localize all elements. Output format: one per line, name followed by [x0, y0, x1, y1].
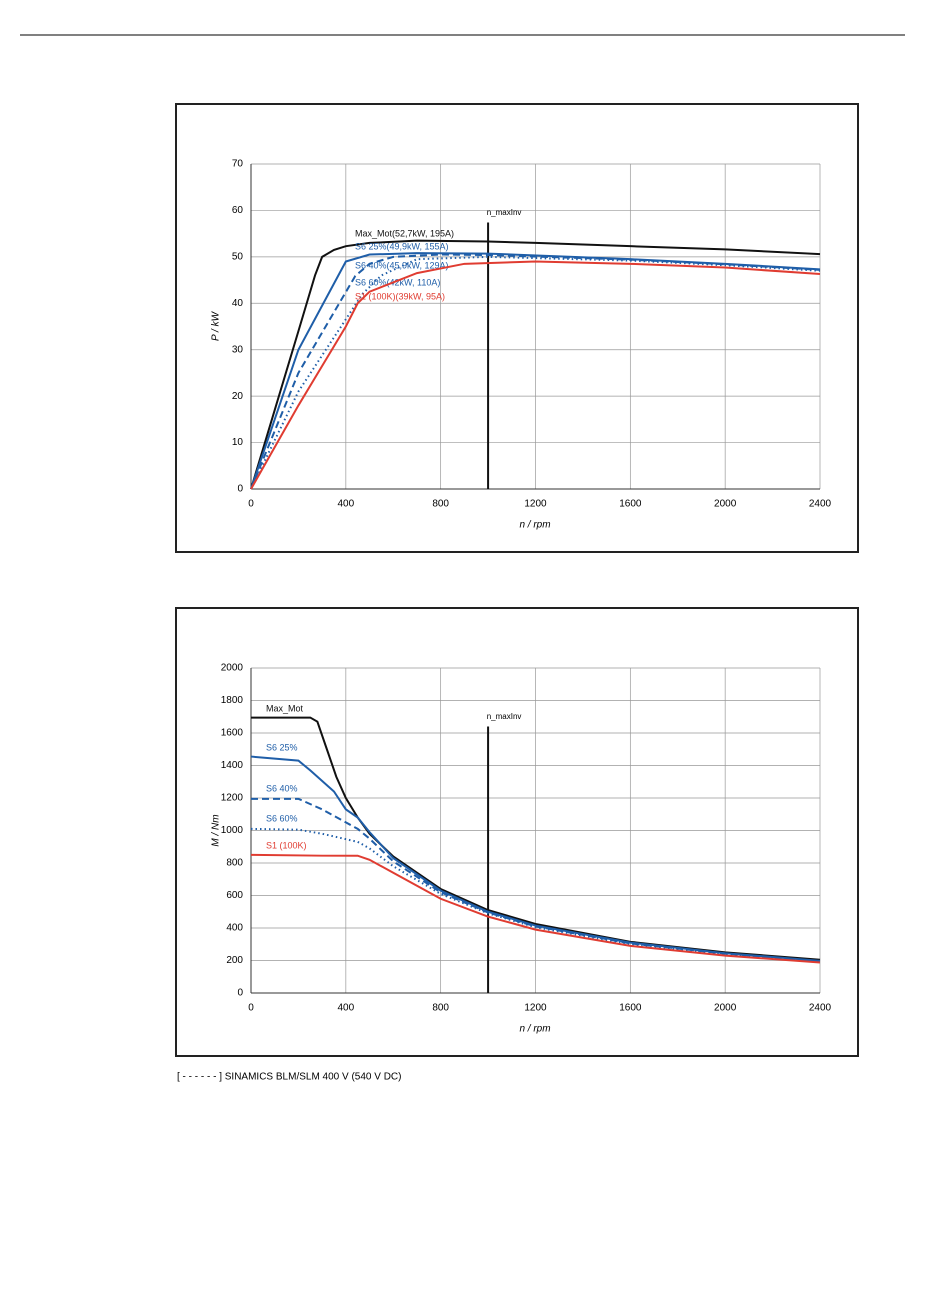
x-tick-label: 800: [432, 499, 449, 510]
x-axis-label: n / rpm: [519, 520, 550, 531]
y-axis-label: P / kW: [211, 310, 222, 341]
x-tick-label: 2000: [714, 499, 737, 510]
annotation-label: n_maxInv: [487, 712, 522, 721]
y-tick-label: 20: [232, 391, 244, 402]
y-tick-label: 600: [226, 890, 243, 901]
x-tick-label: 400: [337, 499, 354, 510]
x-tick-label: 1600: [619, 1003, 642, 1014]
x-tick-label: 2400: [809, 499, 832, 510]
y-tick-label: 10: [232, 437, 244, 448]
y-tick-label: 1400: [221, 760, 244, 771]
footnote: [ - - - - - - ] SINAMICS BLM/SLM 400 V (…: [177, 1072, 402, 1083]
series-label: Max_Mot: [266, 703, 304, 713]
y-tick-label: 60: [232, 205, 244, 216]
series-label: S1 (100K): [266, 840, 307, 850]
x-tick-label: 400: [337, 1003, 354, 1014]
series-label: S6 60%(42kW, 110A): [355, 277, 440, 287]
x-tick-label: 2000: [714, 1003, 737, 1014]
y-tick-label: 0: [237, 988, 243, 999]
x-tick-label: 0: [248, 1003, 254, 1014]
series-label: Max_Mot(52,7kW, 195A): [355, 228, 454, 238]
series-line: [250, 239, 821, 490]
y-tick-label: 40: [232, 298, 244, 309]
series-line: [250, 853, 821, 964]
y-axis-label: M / Nm: [211, 814, 222, 846]
series-line: [251, 716, 821, 961]
series-line: [250, 252, 821, 490]
y-tick-label: 1000: [221, 825, 244, 836]
x-tick-label: 2400: [809, 1003, 832, 1014]
series-label: S1 (100K)(39kW, 95A): [355, 291, 445, 301]
y-tick-label: 1200: [221, 793, 244, 804]
x-tick-label: 800: [432, 1003, 449, 1014]
y-tick-label: 400: [226, 923, 243, 934]
y-tick-label: 800: [226, 858, 243, 869]
x-tick-label: 1200: [524, 499, 547, 510]
y-tick-label: 2000: [221, 663, 244, 674]
series-label: S6 25%(49,9kW, 155A): [355, 241, 449, 251]
series-label: S6 40%: [266, 783, 298, 793]
series-line: [250, 827, 821, 963]
series-line: [250, 255, 821, 490]
y-tick-label: 0: [237, 484, 243, 495]
chart-frame: [175, 607, 859, 1057]
series-label: S6 25%: [266, 742, 298, 752]
y-tick-label: 1600: [221, 728, 244, 739]
series-line: [250, 253, 821, 490]
chart-frame: [175, 103, 859, 553]
y-tick-label: 1800: [221, 695, 244, 706]
y-tick-label: 30: [232, 344, 244, 355]
x-tick-label: 0: [248, 499, 254, 510]
x-tick-label: 1200: [524, 1003, 547, 1014]
y-tick-label: 200: [226, 955, 243, 966]
x-tick-label: 1600: [619, 499, 642, 510]
series-line: [250, 260, 821, 490]
y-tick-label: 50: [232, 251, 244, 262]
x-axis-label: n / rpm: [519, 1024, 550, 1035]
series-label: S6 40%(45,9kW, 129A): [355, 260, 449, 270]
y-tick-label: 70: [232, 159, 244, 170]
annotation-label: n_maxInv: [487, 208, 522, 217]
series-label: S6 60%: [266, 813, 298, 823]
